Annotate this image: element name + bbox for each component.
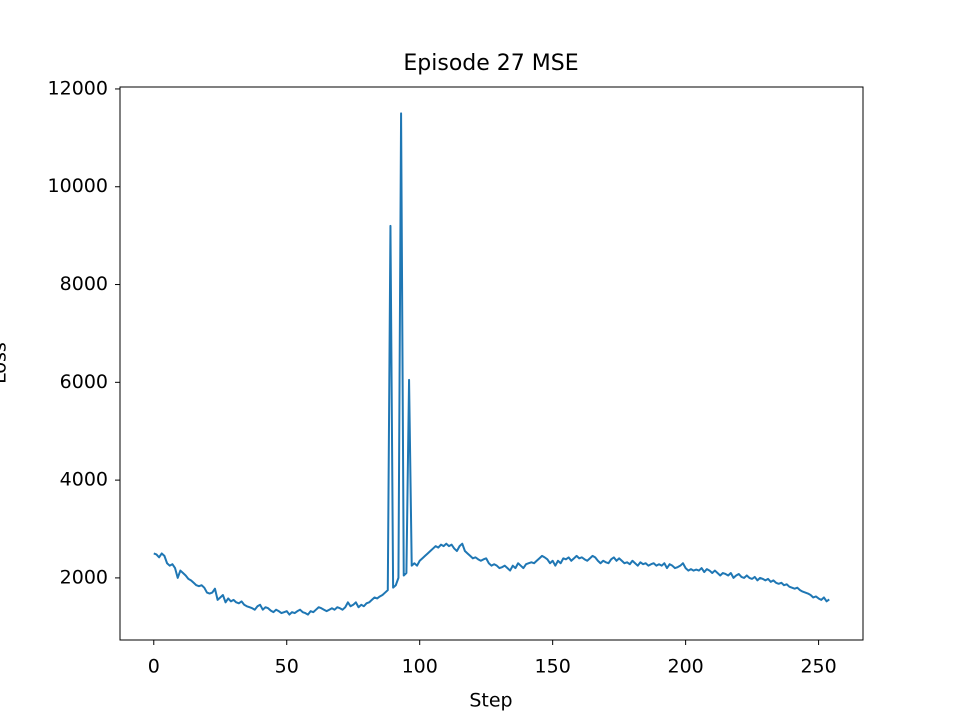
x-tick-label: 150	[535, 656, 571, 678]
x-tick-label: 50	[275, 656, 299, 678]
x-tick-label: 100	[402, 656, 438, 678]
y-tick-label: 2000	[60, 566, 108, 588]
y-axis-label: Loss	[0, 342, 11, 384]
chart-title: Episode 27 MSE	[403, 51, 578, 76]
x-axis-label: Step	[469, 690, 512, 712]
x-tick-label: 250	[800, 656, 836, 678]
x-tick-label: 200	[667, 656, 703, 678]
y-tick-label: 10000	[48, 175, 108, 197]
y-tick-label: 12000	[48, 77, 108, 99]
data-line	[153, 112, 830, 616]
x-tick-label: 0	[148, 656, 160, 678]
y-tick-label: 6000	[60, 371, 108, 393]
plot-frame	[119, 86, 864, 641]
y-tick-label: 4000	[60, 469, 108, 491]
y-tick-label: 8000	[60, 273, 108, 295]
